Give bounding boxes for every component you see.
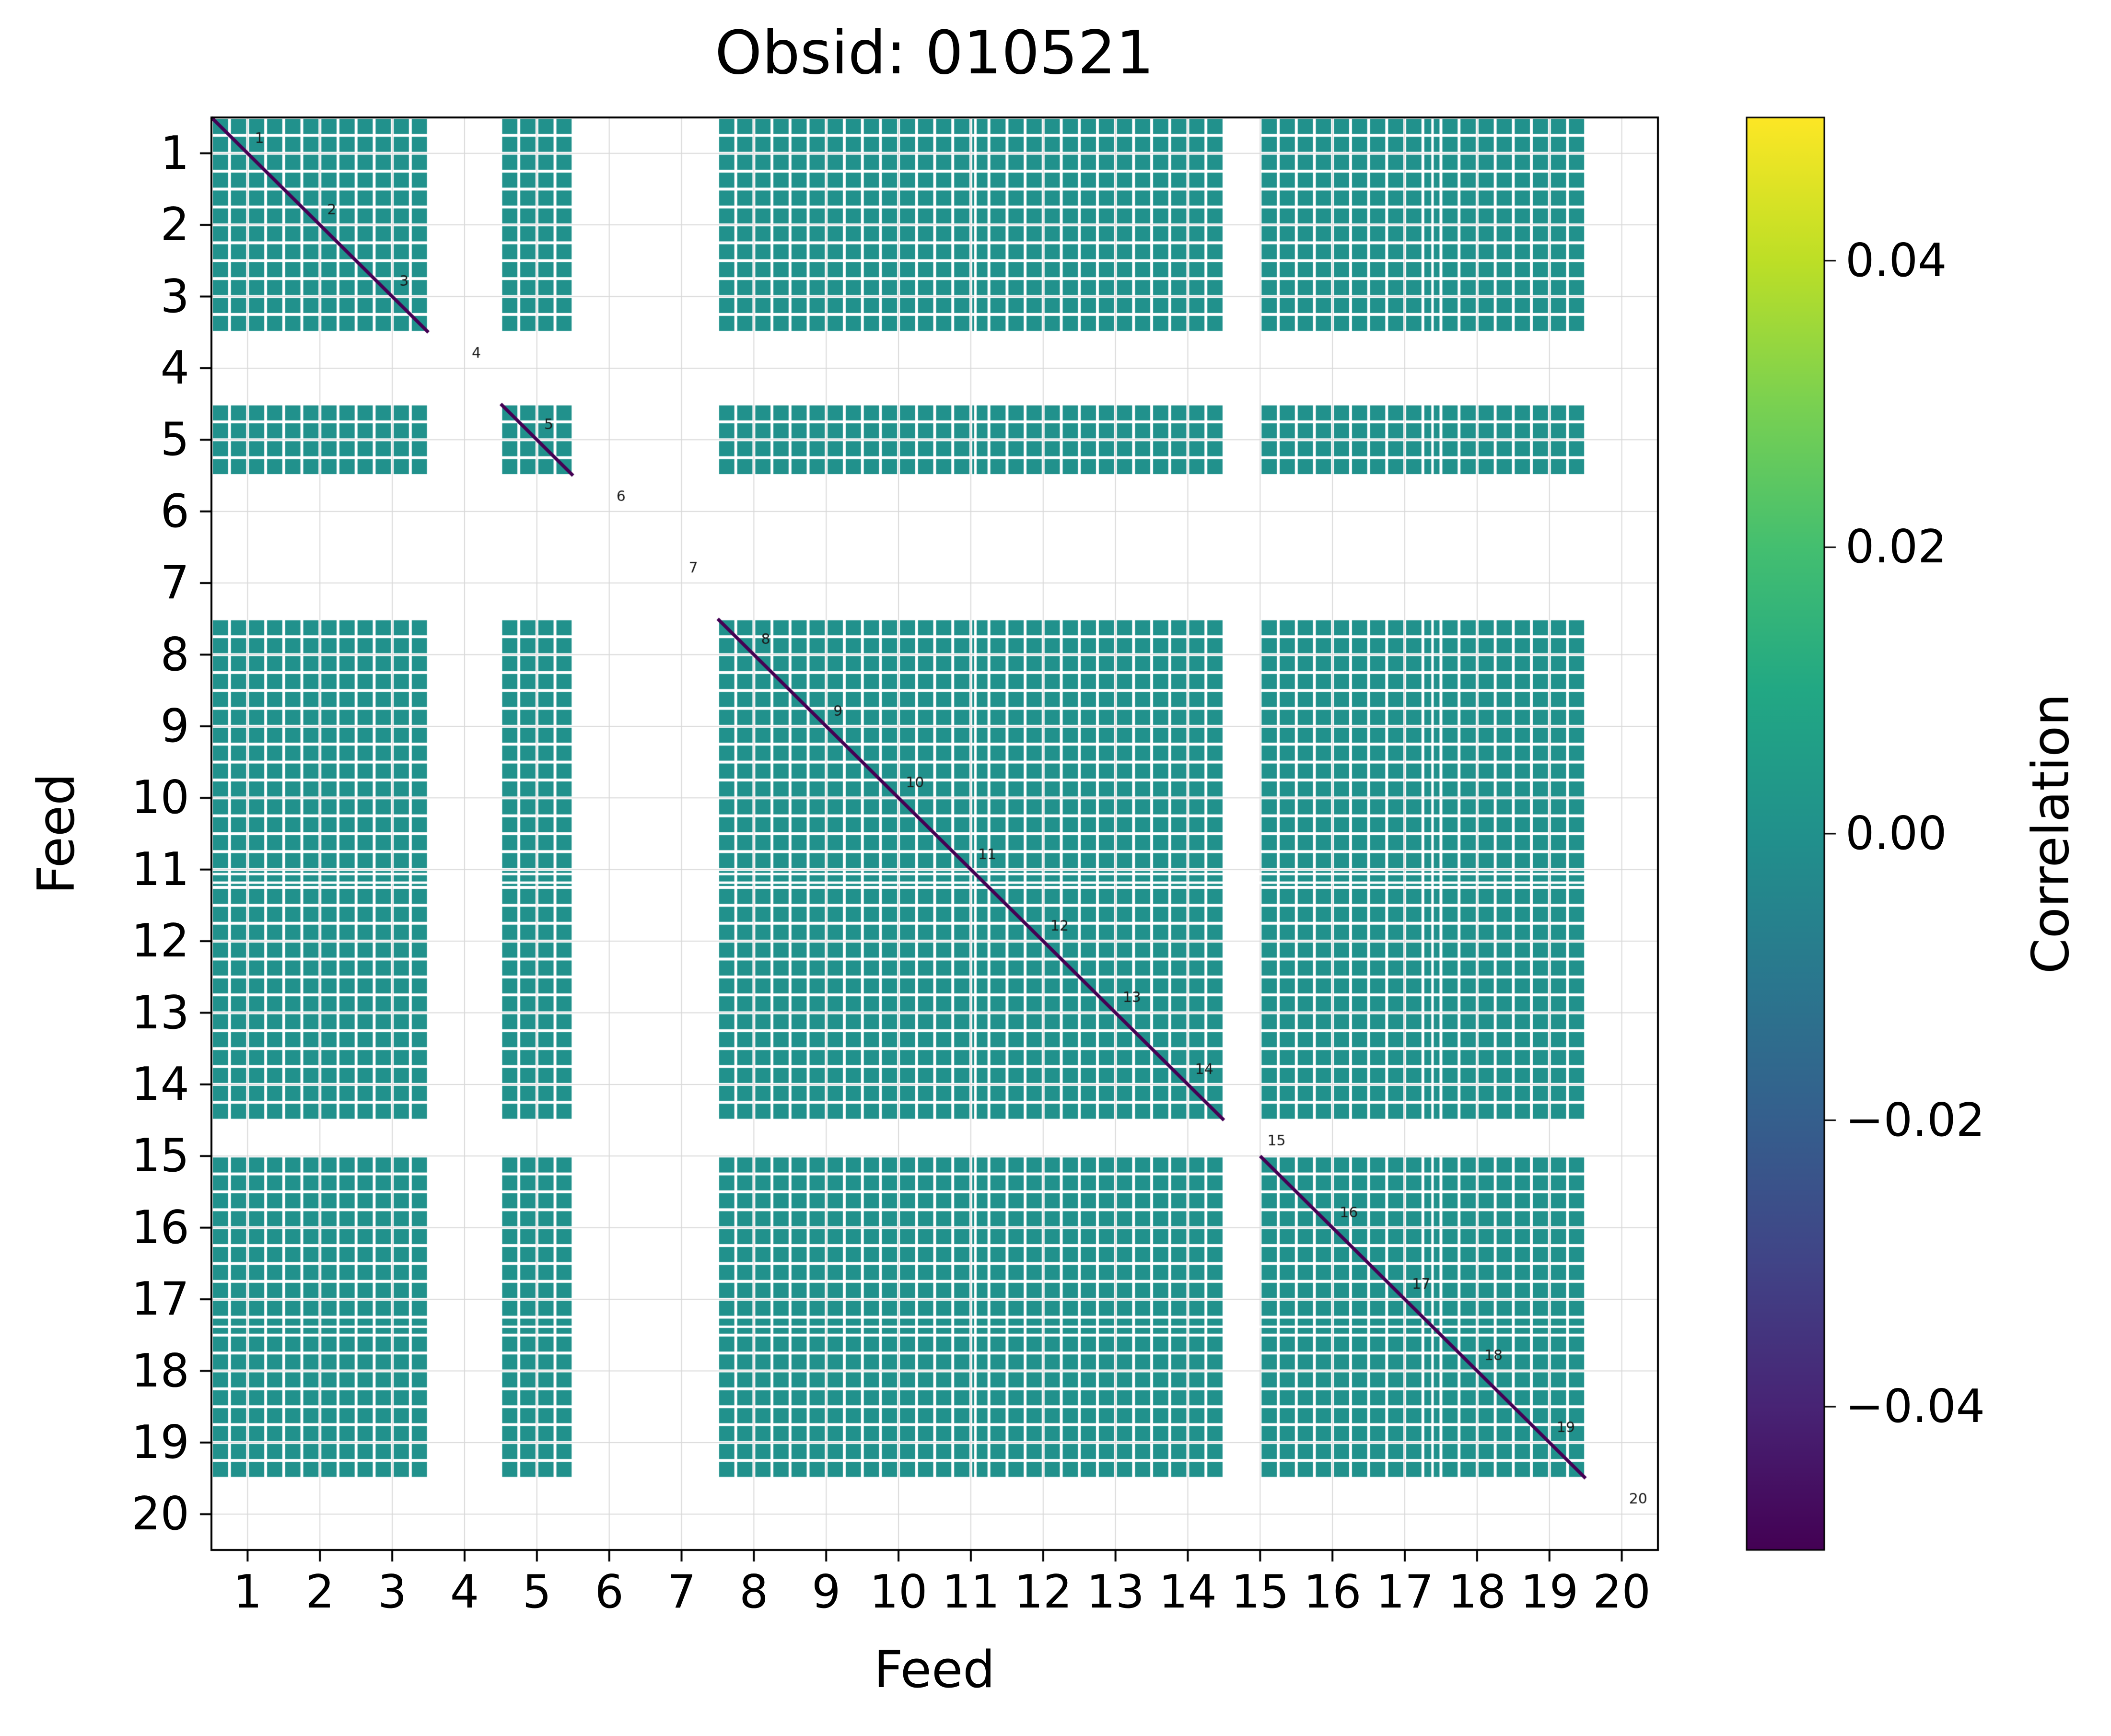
y-tick-label: 17 xyxy=(131,1272,189,1326)
y-tick-label: 18 xyxy=(131,1344,189,1398)
x-tick-label: 15 xyxy=(1231,1566,1289,1619)
y-tick-label: 8 xyxy=(160,628,189,681)
colorbar-tick-label: 0.00 xyxy=(1845,807,1947,860)
x-tick-label: 3 xyxy=(377,1566,407,1619)
x-tick-label: 7 xyxy=(667,1566,696,1619)
y-tick-label: 4 xyxy=(160,341,189,395)
x-tick-label: 2 xyxy=(305,1566,335,1619)
y-tick-label: 19 xyxy=(131,1416,189,1469)
y-tick-label: 3 xyxy=(160,270,189,323)
x-tick-label: 5 xyxy=(522,1566,552,1619)
x-tick-label: 14 xyxy=(1159,1566,1217,1619)
x-axis-label: Feed xyxy=(874,1640,995,1699)
x-tick-label: 1 xyxy=(233,1566,262,1619)
x-tick-label: 13 xyxy=(1086,1566,1145,1619)
y-tick-label: 6 xyxy=(160,485,189,538)
x-tick-label: 4 xyxy=(450,1566,479,1619)
plot-title: Obsid: 010521 xyxy=(715,18,1154,88)
colorbar-tick-label: 0.04 xyxy=(1845,234,1947,287)
colorbar-tick-label: −0.04 xyxy=(1845,1380,1985,1433)
y-tick-label: 5 xyxy=(160,413,189,466)
x-tick-label: 20 xyxy=(1593,1566,1651,1619)
x-tick-label: 8 xyxy=(739,1566,769,1619)
y-tick-label: 12 xyxy=(131,914,189,967)
x-tick-label: 9 xyxy=(811,1566,841,1619)
y-tick-label: 14 xyxy=(131,1058,189,1111)
y-tick-label: 15 xyxy=(131,1130,189,1183)
x-tick-label: 17 xyxy=(1376,1566,1434,1619)
x-tick-label: 16 xyxy=(1303,1566,1362,1619)
y-axis-label: Feed xyxy=(26,773,86,895)
y-tick-label: 10 xyxy=(131,771,189,825)
y-tick-label: 11 xyxy=(131,843,189,896)
x-tick-label: 11 xyxy=(942,1566,1000,1619)
y-tick-label: 1 xyxy=(160,127,189,180)
y-tick-label: 9 xyxy=(160,699,189,753)
y-tick-label: 7 xyxy=(160,556,189,609)
x-tick-label: 10 xyxy=(869,1566,928,1619)
y-tick-label: 20 xyxy=(131,1488,189,1541)
colorbar-label: Correlation xyxy=(2021,693,2080,974)
x-tick-label: 18 xyxy=(1448,1566,1506,1619)
y-tick-label: 2 xyxy=(160,198,189,251)
x-tick-label: 19 xyxy=(1520,1566,1579,1619)
y-tick-label: 13 xyxy=(131,986,189,1039)
colorbar-tick-label: 0.02 xyxy=(1845,521,1947,574)
colorbar-tick-label: −0.02 xyxy=(1845,1094,1985,1147)
x-tick-label: 6 xyxy=(595,1566,624,1619)
x-tick-label: 12 xyxy=(1014,1566,1073,1619)
y-tick-label: 16 xyxy=(131,1201,189,1254)
